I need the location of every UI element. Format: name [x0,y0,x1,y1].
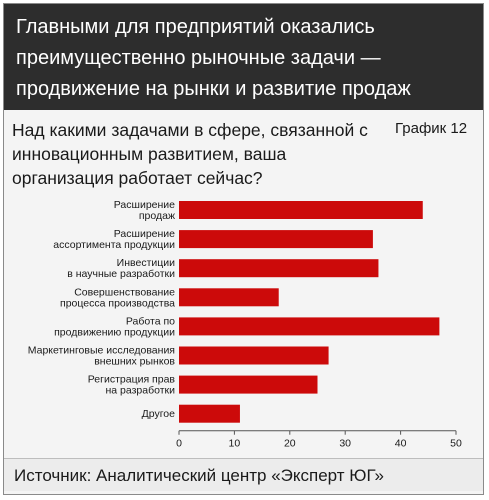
category-label-1: Расширение ассортимента продукции [53,228,175,251]
x-axis-group: 0 10 20 30 40 50 [176,430,462,450]
bar-4 [179,317,440,336]
x-tick-label-2: 20 [284,438,296,450]
source-note: Источник: Аналитический центр «Эксперт Ю… [14,466,384,485]
category-label-3: Совершенствование процесса производства [60,286,175,309]
bar-6 [179,375,318,394]
category-label-4: Работа по продвижению продукции [54,315,175,338]
x-tick-label-4: 40 [395,438,407,450]
category-label-7: Другое [142,408,176,420]
bar-7 [179,404,240,423]
bar-chart: Расширение продаж Расширение ассортимента п… [28,199,462,450]
bar-3 [179,288,279,307]
x-tick-label-5: 50 [450,438,462,450]
chart-number: График 12 [395,120,468,137]
category-label-6: Регистрация прав на разработки [88,374,176,397]
category-label-5: Маркетинговые исследования внешних рынков [28,345,176,368]
bar-1 [179,230,373,249]
category-label-0: Расширение продаж [114,199,175,222]
bar-0 [179,201,423,219]
bar-5 [179,346,329,365]
x-tick-label-3: 30 [339,438,351,450]
bars-group [179,201,440,423]
x-tick-label-0: 0 [176,438,182,450]
x-tick-label-1: 10 [229,438,241,450]
footer-bar: Источник: Аналитический центр «Эксперт Ю… [4,458,483,491]
chart-headline: Главными для предприятий оказались преим… [16,16,411,100]
header-banner: Главными для предприятий оказались преим… [4,4,483,110]
bar-2 [179,259,379,278]
category-label-2: Инвестиции в научные разработки [67,257,175,280]
survey-question: Над какими задачами в сфере, связанной с… [12,120,368,188]
category-labels-group: Расширение продаж Расширение ассортимента п… [28,199,176,420]
